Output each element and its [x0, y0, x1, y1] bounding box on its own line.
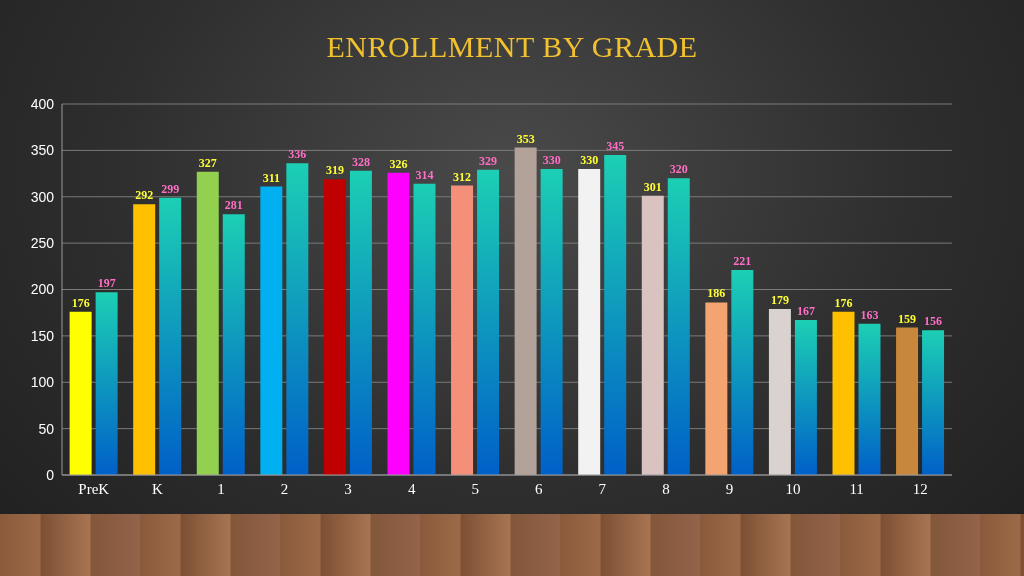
svg-text:163: 163: [860, 308, 878, 322]
svg-text:4: 4: [408, 481, 416, 497]
svg-text:PreK: PreK: [78, 481, 109, 497]
svg-text:1: 1: [217, 481, 225, 497]
svg-text:330: 330: [543, 153, 561, 167]
svg-text:299: 299: [161, 182, 179, 196]
svg-text:300: 300: [31, 189, 55, 205]
svg-text:50: 50: [38, 421, 54, 437]
svg-text:326: 326: [389, 157, 407, 171]
svg-text:221: 221: [733, 254, 751, 268]
svg-text:K: K: [152, 481, 163, 497]
svg-text:328: 328: [352, 155, 370, 169]
svg-text:9: 9: [726, 481, 734, 497]
svg-text:179: 179: [771, 293, 789, 307]
svg-text:336: 336: [288, 147, 306, 161]
svg-text:10: 10: [786, 481, 801, 497]
svg-text:312: 312: [453, 170, 471, 184]
svg-text:159: 159: [898, 312, 916, 326]
svg-text:186: 186: [707, 286, 725, 300]
svg-text:197: 197: [98, 276, 116, 290]
svg-text:7: 7: [599, 481, 607, 497]
svg-text:12: 12: [913, 481, 928, 497]
svg-text:200: 200: [31, 281, 55, 297]
svg-text:250: 250: [31, 235, 55, 251]
svg-text:156: 156: [924, 314, 942, 328]
svg-text:350: 350: [31, 142, 55, 158]
svg-text:320: 320: [670, 162, 688, 176]
svg-text:353: 353: [517, 132, 535, 146]
svg-text:329: 329: [479, 154, 497, 168]
svg-text:6: 6: [535, 481, 543, 497]
svg-text:330: 330: [580, 153, 598, 167]
svg-text:292: 292: [135, 188, 153, 202]
svg-text:176: 176: [834, 296, 852, 310]
svg-text:311: 311: [263, 171, 280, 185]
svg-text:0: 0: [46, 467, 54, 483]
svg-text:2: 2: [281, 481, 289, 497]
svg-text:176: 176: [72, 296, 90, 310]
svg-text:281: 281: [225, 198, 243, 212]
svg-text:319: 319: [326, 163, 344, 177]
svg-text:345: 345: [606, 139, 624, 153]
svg-text:327: 327: [199, 156, 217, 170]
svg-text:5: 5: [471, 481, 479, 497]
svg-text:400: 400: [31, 96, 55, 112]
svg-text:150: 150: [31, 328, 55, 344]
svg-text:100: 100: [31, 374, 55, 390]
svg-text:3: 3: [344, 481, 352, 497]
html-text:ENROLLMENT BY GRADE: ENROLLMENT BY GRADE: [326, 30, 698, 63]
svg-text:314: 314: [415, 168, 433, 182]
svg-text:167: 167: [797, 304, 815, 318]
svg-text:8: 8: [662, 481, 670, 497]
svg-text:301: 301: [644, 180, 662, 194]
svg-text:11: 11: [849, 481, 863, 497]
